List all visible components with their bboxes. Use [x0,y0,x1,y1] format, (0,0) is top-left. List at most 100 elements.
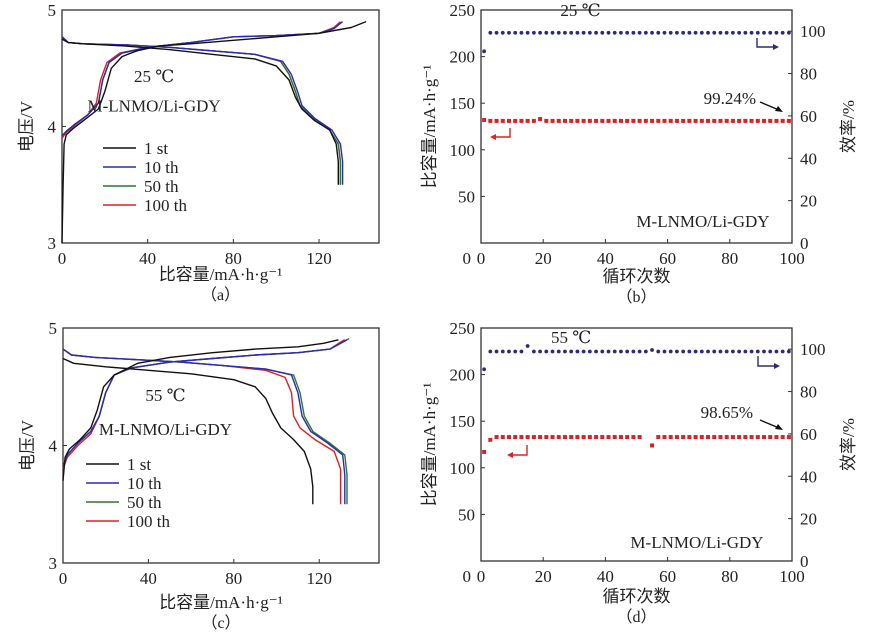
y2-tick-label: 100 [800,340,826,359]
plot-frame [480,327,793,562]
efficiency-point [488,30,493,35]
efficiency-point [681,30,686,35]
capacity-point [662,118,667,123]
efficiency-point [749,349,754,354]
capacity-point [625,118,630,123]
panel-d: 0 20 40 60 80 100501001502002500020406080100循… [420,319,858,626]
efficiency-point [737,349,742,354]
right-axis-arrow [756,38,777,48]
capacity-point [668,435,673,440]
efficiency-point [699,30,704,35]
capacity-point [780,118,785,123]
right-axis-arrowhead [773,44,779,50]
efficiency-point [668,30,673,35]
panel-label: （a） [201,286,240,304]
capacity-point [544,118,549,123]
capacity-point [550,118,555,123]
efficiency-point [538,30,542,35]
capacity-point [755,435,760,440]
left-axis-arrowhead [507,452,513,458]
x-tick-label: 0 [477,249,486,268]
efficiency-point [780,349,785,354]
legend-label: 100 th [144,196,187,215]
capacity-point [637,118,642,123]
legend-label: 100 th [127,512,170,531]
capacity-point [699,118,704,123]
efficiency-point [718,30,723,35]
left-axis-arrowhead [490,134,496,140]
x-axis-label: 比容量/mA·h·g⁻¹ [159,593,283,612]
efficiency-point [594,349,598,354]
left-axis-arrow [492,128,511,138]
y-tick-label: 150 [450,94,476,113]
efficiency-point [619,349,623,354]
efficiency-point [643,349,648,354]
y2-tick-label: 60 [800,107,817,126]
legend-label: 10 th [144,158,179,177]
temperature-annotation: 25 ℃ [134,67,174,86]
efficiency-point [768,349,773,354]
efficiency-point [550,349,555,354]
x-tick-label: 60 [659,249,676,268]
capacity-point [786,435,791,440]
capacity-point [693,118,698,123]
efficiency-point [531,30,536,35]
panel-label: （c） [201,614,240,632]
efficiency-point [737,30,742,35]
efficiency-point [631,30,636,35]
efficiency-point [643,30,648,35]
capacity-point [575,118,580,123]
capacity-point [687,435,692,440]
y-tick-label: 250 [450,1,476,20]
y2-axis-label: 效率/% [839,100,858,153]
capacity-point [488,437,493,442]
efficiency-point [606,30,611,35]
efficiency-point [631,349,636,354]
y-tick-label: 200 [450,48,476,67]
efficiency-point [544,30,549,35]
y-axis-label: 比容量/mA·h·g⁻¹ [420,383,439,507]
y2-tick-label: 0 [800,234,809,253]
efficiency-annotation: 98.65% [701,403,753,422]
x-tick-label: 100 [779,249,805,268]
capacity-point [556,435,561,440]
efficiency-point [606,349,611,354]
capacity-point [749,118,754,123]
x-tick-label: 0 [477,567,486,586]
capacity-point [519,118,524,123]
y-tick-label: 4 [48,118,57,137]
temperature-annotation: 55 ℃ [145,386,185,405]
efficiency-point [569,30,574,35]
efficiency-point [718,349,723,354]
capacity-point [606,118,611,123]
efficiency-point [531,349,536,354]
efficiency-pointer-arrowhead [775,106,783,112]
efficiency-point [768,30,773,35]
x-axis-label: 比容量/mA·h·g⁻¹ [159,265,283,284]
capacity-point [581,118,586,123]
efficiency-point [612,30,617,35]
efficiency-point [569,349,574,354]
capacity-point [687,118,692,123]
capacity-point [587,435,592,440]
efficiency-point [494,349,499,354]
x-tick-label: 0 [58,249,67,268]
capacity-point [768,118,773,123]
efficiency-point [762,30,766,35]
series-line-10th-charge [61,21,344,137]
y-tick-label: 4 [49,437,58,456]
efficiency-point [625,349,630,354]
x-tick-label: 100 [779,567,805,586]
capacity-point [482,117,487,122]
capacity-point [625,435,630,440]
series-line-1st-charge [61,20,367,244]
efficiency-point [482,49,487,54]
y-tick-label: 3 [49,554,58,573]
efficiency-point [500,30,505,35]
efficiency-point [488,349,493,354]
capacity-point [650,443,655,448]
y-tick-label: 3 [48,234,57,253]
x-tick-label: 80 [721,249,738,268]
y2-tick-label: 0 [800,552,809,571]
